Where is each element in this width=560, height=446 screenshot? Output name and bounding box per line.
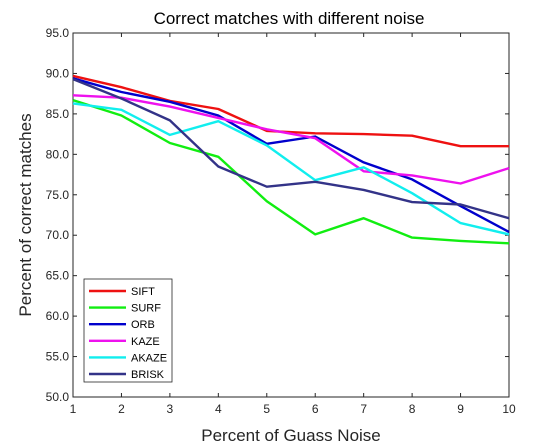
series-line-surf [72,98,510,245]
series-line-brisk [72,77,510,220]
legend-label-brisk: BRISK [131,369,165,381]
series-line-kaze [72,94,510,185]
x-tick-label: 9 [457,402,464,416]
legend-label-akaze: AKAZE [131,352,167,364]
legend: SIFT SURF ORB KAZE AKAZE BRISK [83,278,173,383]
y-tick-label: 80.0 [46,147,70,161]
x-tick-label: 6 [312,402,319,416]
y-tick-label: 60.0 [46,309,70,323]
y-tick-label: 95.0 [46,26,70,40]
y-tick-label: 90.0 [46,66,70,80]
series-lines [72,74,510,245]
y-axis-label: Percent of correct matches [16,113,35,316]
x-axis: 1 2 3 4 5 6 7 8 9 10 [70,33,516,416]
x-tick-label: 10 [502,402,516,416]
x-tick-label: 8 [409,402,416,416]
legend-box [83,278,173,383]
x-tick-label: 7 [360,402,367,416]
x-tick-label: 5 [263,402,270,416]
y-tick-label: 85.0 [46,107,70,121]
y-tick-label: 75.0 [46,188,70,202]
x-tick-label: 3 [167,402,174,416]
legend-label-kaze: KAZE [131,336,160,348]
y-tick-label: 55.0 [46,350,70,364]
y-tick-label: 50.0 [46,390,70,404]
series-line-sift [72,74,509,148]
x-tick-label: 4 [215,402,222,416]
chart-title: Correct matches with different noise [154,9,425,28]
legend-label-orb: ORB [131,319,155,331]
legend-label-sift: SIFT [131,286,155,298]
legend-label-surf: SURF [131,303,161,315]
series-line-akaze [72,102,510,236]
y-axis: 50.0 55.0 60.0 65.0 70.0 75.0 80.0 85.0 90.0 95.0 [46,26,509,404]
y-tick-label: 70.0 [46,228,70,242]
x-tick-label: 2 [118,402,125,416]
x-tick-label: 1 [70,402,77,416]
x-axis-label: Percent of Guass Noise [201,426,381,445]
y-tick-label: 65.0 [46,269,70,283]
series-line-orb [72,77,510,234]
